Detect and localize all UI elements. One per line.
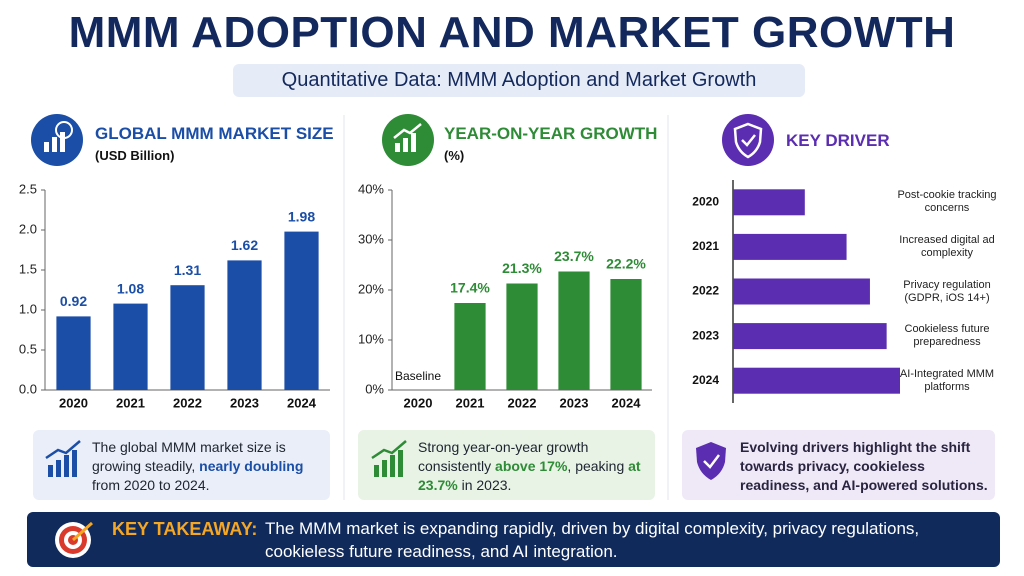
caption-box (358, 430, 655, 500)
x-tick-label: 2024 (612, 395, 642, 410)
caption: Evolving drivers highlight the shift tow… (740, 438, 990, 495)
bar (733, 233, 847, 260)
driver-label: AI-Integrated MMM platforms (899, 367, 995, 393)
value-label: 0.92 (60, 293, 87, 309)
page-subtitle: Quantitative Data: MMM Adoption and Mark… (233, 64, 805, 97)
takeaway-text: The MMM market is expanding rapidly, dri… (265, 519, 920, 561)
x-tick-label: 2022 (508, 395, 537, 410)
bar (558, 271, 590, 390)
value-label: 1.62 (231, 237, 258, 253)
caption-box (682, 430, 995, 500)
caption-text: The global MMM market size is growing st… (92, 439, 286, 474)
y-tick-label: 10% (358, 331, 384, 346)
y-tick-label: 1.0 (19, 301, 37, 316)
x-tick-label: 2021 (456, 395, 485, 410)
bar (610, 279, 642, 390)
value-label: 1.08 (117, 280, 144, 296)
chart-title: YEAR-ON-YEAR GROWTH (444, 124, 658, 143)
caption-box (33, 430, 330, 500)
y-tick-label: 2022 (692, 284, 719, 298)
value-label: 22.2% (606, 256, 646, 272)
chart-title: KEY DRIVER (786, 131, 890, 150)
value-label: 1.31 (174, 262, 201, 278)
caption-text: , peaking (567, 458, 629, 474)
x-tick-label: 2021 (116, 395, 145, 410)
bar (284, 231, 319, 390)
value-label: Baseline (395, 369, 441, 383)
caption-text: from 2020 to 2024. (92, 477, 210, 493)
driver-label: Post-cookie tracking concerns (897, 189, 997, 215)
caption-text: Evolving drivers highlight the shift tow… (740, 439, 988, 493)
x-tick-label: 2023 (230, 395, 259, 410)
y-tick-label: 2023 (692, 328, 719, 342)
y-tick-label: 30% (358, 231, 384, 246)
value-label: 21.3% (502, 260, 542, 276)
bar (733, 189, 805, 216)
y-tick-label: 20% (358, 281, 384, 296)
y-tick-label: 2021 (692, 239, 719, 253)
chart-subtitle: (%) (444, 148, 465, 163)
bar (733, 323, 887, 350)
value-label: 23.7% (554, 248, 594, 264)
y-tick-label: 1.5 (19, 261, 37, 276)
bar (506, 283, 538, 390)
value-label: 1.98 (288, 208, 315, 224)
growth-icon (382, 114, 434, 166)
caption: Strong year-on-year growth consistently … (418, 438, 650, 495)
driver-label: Cookieless future preparedness (904, 323, 990, 349)
caption-icon (371, 440, 407, 477)
bar (454, 303, 486, 390)
y-tick-label: 0% (365, 381, 384, 396)
caption-icon (45, 440, 81, 477)
caption-icon (696, 442, 726, 480)
target-icon (55, 521, 94, 558)
value-label: 17.4% (450, 280, 490, 296)
bar (56, 316, 91, 390)
driver-icon (722, 114, 774, 166)
bar (113, 303, 148, 390)
bar (733, 367, 900, 394)
x-tick-label: 2020 (59, 395, 88, 410)
caption-text: Strong year-on-year growth consistently (418, 439, 589, 474)
caption-emphasis: nearly doubling (199, 458, 304, 474)
bar (170, 285, 205, 390)
y-tick-label: 0.0 (19, 381, 37, 396)
y-tick-label: 40% (358, 181, 384, 196)
x-tick-label: 2024 (287, 395, 317, 410)
caption-text: in 2023. (457, 477, 512, 493)
y-tick-label: 2024 (692, 373, 719, 387)
page-title: MMM ADOPTION AND MARKET GROWTH (68, 8, 956, 57)
takeaway-banner (27, 512, 1000, 567)
takeaway-label: KEY TAKEAWAY: (112, 519, 258, 539)
y-tick-label: 0.5 (19, 341, 37, 356)
y-tick-label: 2.0 (19, 221, 37, 236)
market-icon (31, 114, 83, 166)
y-tick-label: 2020 (692, 194, 719, 208)
caption-emphasis: at 23.7% (418, 458, 641, 493)
x-tick-label: 2020 (404, 395, 433, 410)
caption: The global MMM market size is growing st… (92, 438, 324, 495)
chart-title: GLOBAL MMM MARKET SIZE (95, 124, 334, 143)
chart-subtitle: (USD Billion) (95, 148, 175, 163)
x-tick-label: 2023 (560, 395, 589, 410)
bar (227, 260, 262, 390)
y-tick-label: 2.5 (19, 181, 37, 196)
bar (733, 278, 870, 305)
driver-label: Privacy regulation (GDPR, iOS 14+) (903, 278, 991, 304)
x-tick-label: 2022 (173, 395, 202, 410)
driver-label: Increased digital ad complexity (899, 233, 995, 259)
caption-emphasis: above 17% (495, 458, 568, 474)
